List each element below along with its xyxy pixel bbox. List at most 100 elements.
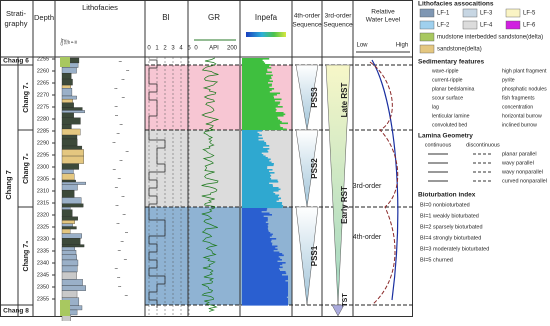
inpefa-bar <box>242 103 280 105</box>
label: 4th-order <box>294 13 321 20</box>
feature-symbol: ~ <box>112 168 116 174</box>
inpefa-bar <box>242 200 277 203</box>
inpefa-bar <box>242 296 287 299</box>
inpefa-bar <box>242 61 264 63</box>
label: 1 <box>155 46 159 52</box>
label: LF-5 <box>523 11 536 17</box>
inpefa-bar <box>242 151 269 153</box>
inpefa-bar <box>242 182 270 185</box>
feature-symbol: ~ <box>115 114 119 120</box>
inpefa-bar <box>242 302 288 305</box>
inpefa-bar <box>242 92 281 95</box>
inpefa-bar <box>242 251 280 254</box>
inpefa-bar <box>242 281 288 284</box>
inpefa-bar <box>242 73 267 75</box>
label: current-ripple <box>432 77 463 83</box>
inpefa-bar <box>242 82 269 84</box>
inpefa-bar <box>242 124 280 126</box>
label: 2 <box>163 46 167 52</box>
legend-swatch <box>419 20 435 30</box>
inpefa-bar <box>242 226 269 228</box>
inpefa-bar <box>242 85 272 87</box>
inpefa-bar <box>242 64 271 66</box>
label: graphy <box>5 19 28 28</box>
label: high plant fragment <box>502 68 547 74</box>
inpefa-bar <box>242 292 288 294</box>
label: mudstone interbedded sandstone(delta) <box>437 35 543 41</box>
label: Chang 7₃ <box>23 241 30 272</box>
inpefa-bar <box>242 230 269 233</box>
inpefa-bar <box>242 215 264 218</box>
inpefa-bar <box>242 59 263 62</box>
inpefa-bar <box>242 250 274 252</box>
inpefa-bar <box>242 227 268 230</box>
feature-symbol: ~ <box>119 123 123 129</box>
inpefa-bar <box>242 161 272 164</box>
inpefa-bar <box>242 163 274 165</box>
sequence-triangle <box>295 129 319 208</box>
inpefa-bar <box>242 254 284 257</box>
inpefa-bar <box>242 149 268 152</box>
label: LF-4 <box>480 23 493 29</box>
inpefa-bar <box>242 118 279 120</box>
inpefa-bar <box>242 145 270 147</box>
inpefa-bar <box>242 155 266 158</box>
label: Chang 8 <box>3 308 29 315</box>
inpefa-bar <box>242 203 282 206</box>
label: wavy parallel <box>501 160 534 166</box>
inpefa-bar <box>242 88 275 90</box>
label: 2270 <box>37 92 49 98</box>
label: scour surface <box>432 95 463 101</box>
feature-symbol: ~ <box>125 294 129 300</box>
label: phosphatic nodules <box>502 86 547 92</box>
lithology-bed <box>61 102 74 108</box>
label: BI=0 nonbioturbated <box>420 202 470 208</box>
lithology-bed <box>61 254 77 261</box>
inpefa-bar <box>242 275 288 278</box>
label: PSS1 <box>310 245 319 266</box>
inpefa-bar <box>242 83 273 86</box>
label: lag <box>432 104 439 110</box>
feature-symbol: ~ <box>121 96 125 102</box>
inpefa-bar <box>242 263 283 266</box>
inpefa-bar <box>242 68 268 71</box>
inpefa-bar <box>242 235 272 237</box>
legend-swatch <box>505 8 521 18</box>
label: 2355 <box>37 296 49 302</box>
label: 0 <box>194 46 198 52</box>
label: Inpefa <box>255 13 278 22</box>
inpefa-bar <box>242 176 271 179</box>
label: 2340 <box>37 260 49 266</box>
lithology-bed <box>61 112 74 118</box>
label: Bioturbation index <box>418 192 476 199</box>
inpefa-bar <box>242 128 287 131</box>
lithology-bed <box>61 223 73 227</box>
feature-symbol: ~ <box>114 267 118 273</box>
lithology-bed <box>61 95 77 100</box>
inpefa-bar <box>242 298 288 300</box>
inpefa-bar <box>242 224 268 227</box>
label: LF-3 <box>480 11 493 17</box>
inpefa-bar <box>242 112 284 114</box>
inpefa-bar <box>242 79 270 81</box>
inpefa-bar <box>242 65 270 68</box>
inpefa-bar <box>242 256 279 258</box>
inpefa-bar <box>242 130 263 132</box>
lithology-bed <box>61 259 79 267</box>
label: concentration <box>502 104 533 110</box>
litho-green <box>60 300 70 316</box>
label: horizontal burrow <box>502 113 542 119</box>
inpefa-bar <box>242 119 281 122</box>
label: convoluted bed <box>432 122 467 128</box>
lithology-bed <box>61 124 72 130</box>
inpefa-bar <box>242 229 269 231</box>
inpefa-scale <box>246 32 286 37</box>
frame <box>0 0 413 317</box>
inpefa-bar <box>242 80 273 83</box>
label: 2350 <box>37 284 49 290</box>
inpefa-bar <box>242 158 271 161</box>
lithology-bed <box>61 138 78 147</box>
lithology-bed <box>61 110 85 114</box>
legend-swatch <box>419 44 435 54</box>
label: Chang 7₂ <box>23 153 30 184</box>
